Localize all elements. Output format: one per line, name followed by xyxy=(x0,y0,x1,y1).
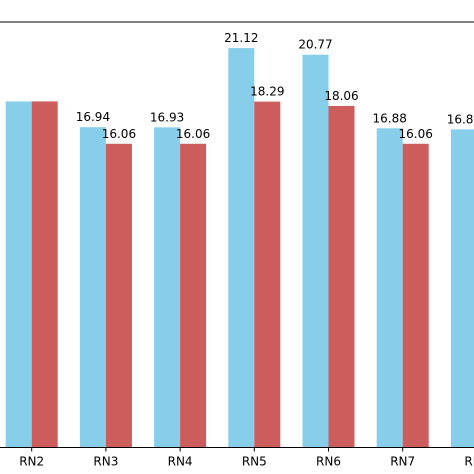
x-ticks-group: RN1RN2RN3RN4RN5RN6RN7RN8 xyxy=(19,447,474,469)
x-tick-label: RN4 xyxy=(168,455,193,469)
data-label: 21.12 xyxy=(224,31,258,45)
bar-series1 xyxy=(450,129,474,448)
bar-series1 xyxy=(302,54,329,448)
bars-group xyxy=(5,48,474,448)
data-label: 16.94 xyxy=(76,110,110,124)
bar-series1 xyxy=(79,127,106,448)
bar-series1 xyxy=(154,127,181,448)
bar-series2 xyxy=(328,105,355,448)
x-tick-label: RN5 xyxy=(242,455,267,469)
data-label: 16.06 xyxy=(176,127,210,141)
bar-series2 xyxy=(180,143,207,448)
x-tick-label: RN7 xyxy=(390,455,415,469)
data-label: 18.06 xyxy=(324,89,358,103)
x-tick-label: RN8 xyxy=(464,455,474,469)
data-labels-group: 21.4318.316.9416.0616.9316.0621.1218.292… xyxy=(76,31,474,141)
bar-series1 xyxy=(228,48,255,448)
bar-series1 xyxy=(5,101,32,448)
data-label: 20.77 xyxy=(298,38,332,52)
bar-series2 xyxy=(402,143,429,448)
x-tick-label: RN2 xyxy=(19,455,44,469)
x-tick-label: RN6 xyxy=(316,455,341,469)
bar-series2 xyxy=(31,101,58,448)
data-label: 16.06 xyxy=(399,127,433,141)
bar-series1 xyxy=(376,128,403,448)
data-label: 16.06 xyxy=(102,127,136,141)
bar-series2 xyxy=(254,101,281,448)
x-tick-label: RN3 xyxy=(93,455,118,469)
data-label: 18.29 xyxy=(250,85,284,99)
data-label: 16.93 xyxy=(150,110,184,124)
data-label: 16.82 xyxy=(447,112,474,126)
data-label: 16.88 xyxy=(373,111,407,125)
bar-series2 xyxy=(105,143,132,448)
